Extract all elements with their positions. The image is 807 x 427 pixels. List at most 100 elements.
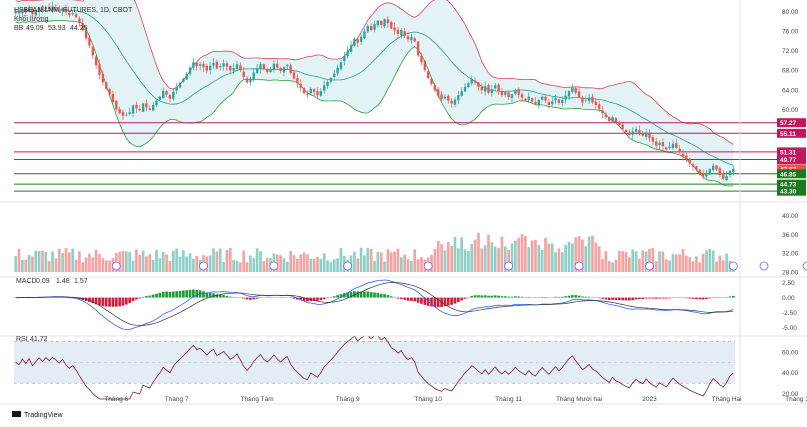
volume-bar (379, 252, 383, 272)
candle-body (84, 30, 88, 39)
macd-histogram-bar (540, 297, 544, 298)
candle-body (544, 96, 547, 101)
volume-bar (128, 252, 132, 272)
candle-body (121, 111, 125, 116)
time-tick-label: Tháng Mười hai (556, 396, 602, 403)
candle-body (691, 164, 695, 167)
axis-tick-label: 20.00 (782, 391, 799, 398)
candle-body (68, 13, 71, 16)
tradingview-logo-icon (12, 411, 21, 417)
volume-bar (353, 251, 356, 272)
macd-legend-label: MACD (16, 278, 37, 285)
volume-bar (168, 261, 172, 272)
candle-body (91, 46, 94, 56)
macd-histogram-bar (249, 297, 252, 300)
candle-body (470, 78, 473, 84)
candle-body (705, 173, 708, 177)
volume-bar (31, 256, 34, 272)
volume-bar (564, 244, 567, 272)
volume-bar (369, 248, 373, 272)
candle-body (453, 99, 457, 105)
macd-line (15, 279, 734, 330)
tradingview-logo[interactable]: TradingView (12, 411, 63, 419)
axis-tick-label: 2.50 (782, 280, 795, 287)
candle-body (178, 82, 182, 88)
axis-tick-label: 60.00 (782, 107, 799, 114)
candle-body (403, 31, 406, 36)
macd-histogram-bar (587, 296, 591, 298)
macd-histogram-bar (500, 296, 504, 298)
volume-bar (158, 258, 162, 272)
candle-body (386, 19, 390, 24)
macd-histogram-bar (557, 296, 561, 298)
volume-bar (389, 252, 393, 272)
macd-histogram-bar (520, 296, 524, 298)
candle-body (202, 63, 205, 68)
candle-body (272, 63, 276, 70)
macd-histogram-bar (232, 297, 235, 298)
volume-bar (658, 251, 661, 272)
macd-histogram-bar (128, 297, 132, 303)
macd-histogram-bar (527, 297, 531, 298)
macd-histogram-bar (564, 296, 567, 298)
volume-bar (239, 262, 242, 272)
volume-bar (279, 255, 282, 272)
macd-histogram-bar (631, 297, 635, 301)
volume-bar (54, 258, 58, 272)
volume-bar (500, 236, 504, 272)
candle-body (497, 84, 500, 92)
volume-bar (443, 250, 447, 272)
volume-bar (215, 251, 219, 272)
time-tick-label: Tháng 6 (104, 396, 128, 403)
price-scale[interactable]: 80.00 76.00 72.00 68.00 64.00 60.00 40.00 36.00… (0, 0, 807, 405)
volume-bar (138, 254, 142, 272)
volume-bar (182, 250, 185, 272)
candle-body (433, 85, 437, 91)
candle-body (306, 94, 309, 95)
time-scale[interactable]: Tháng 6 Tháng 7 Tháng Tám Tháng 9 Tháng 10 Th… (0, 396, 807, 405)
macd-histogram-bar (339, 294, 343, 298)
axis-tick-label: 36.00 (782, 232, 799, 239)
axis-tick-label: 28.00 (782, 270, 799, 277)
price-level-badge (777, 179, 806, 189)
event-marker-icon (728, 261, 738, 271)
macd-histogram-bar (205, 292, 209, 298)
volume-bar (725, 253, 728, 272)
candle-body (37, 7, 41, 12)
macd-histogram-bar (443, 297, 447, 307)
candle-body (148, 108, 151, 110)
volume-bar (520, 234, 524, 272)
candle-body (500, 91, 504, 96)
candle-body (131, 105, 135, 114)
volume-bar (681, 249, 685, 272)
tradingview-brand-text: TradingView (24, 412, 63, 419)
macd-histogram-bar (567, 295, 571, 298)
candle-body (423, 61, 426, 71)
volume-bar (74, 259, 78, 272)
candle-body (551, 101, 554, 105)
candle-body (336, 67, 339, 74)
symbol-legend: HFBEAN.LNM, FUTURES, 1D, CBOT (14, 7, 133, 14)
volume-bar (584, 246, 588, 272)
candle-body (410, 36, 413, 41)
volume-bar (473, 239, 477, 272)
candle-body (282, 67, 286, 73)
macd-histogram-bar (114, 297, 118, 307)
volume-bar (218, 248, 222, 272)
candle-body (48, 6, 51, 10)
macd-histogram-bar (410, 297, 413, 301)
candle-body (309, 88, 312, 94)
volume-bar (436, 240, 440, 272)
candle-body (416, 41, 420, 56)
macd-pane (14, 279, 735, 330)
macd-histogram-bar (473, 295, 477, 298)
volume-bar (44, 252, 48, 272)
candle-body (634, 128, 638, 132)
macd-histogram-bar (611, 297, 614, 300)
macd-histogram-bar (661, 297, 665, 299)
event-marker-icon (199, 261, 208, 271)
volume-bar (510, 243, 514, 272)
macd-histogram-bar (145, 296, 148, 298)
macd-histogram-bar (353, 291, 356, 298)
candle-body (494, 85, 497, 89)
